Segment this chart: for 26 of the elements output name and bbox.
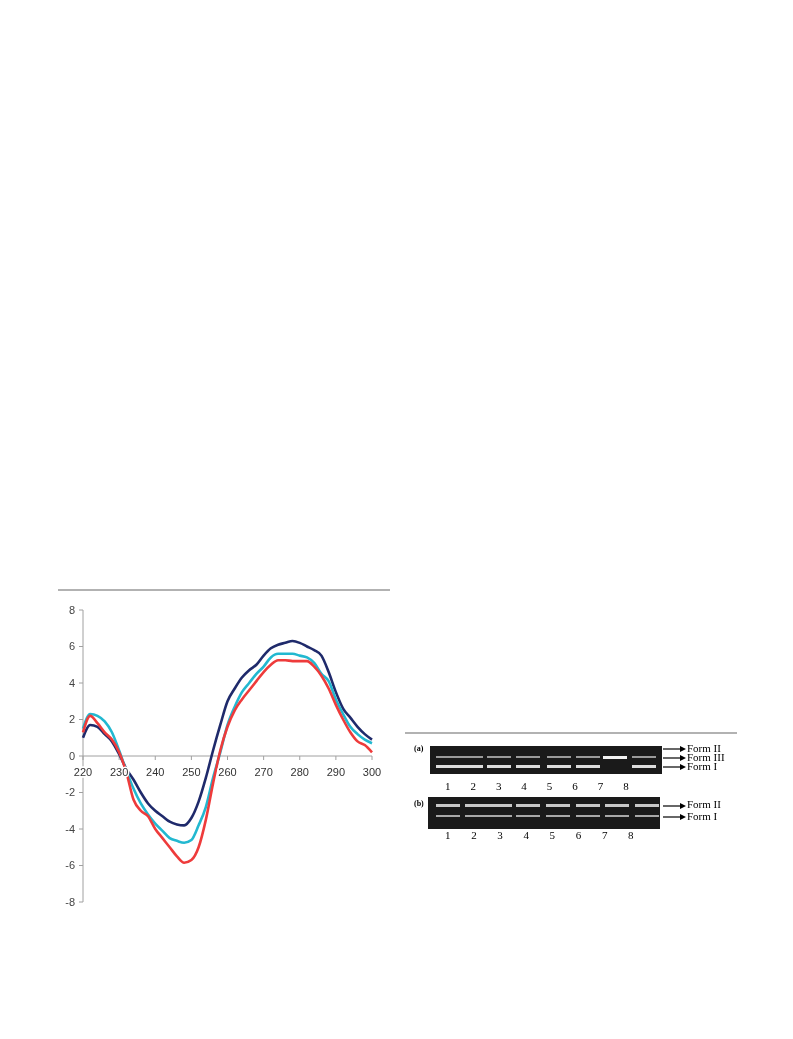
y-tick-label: -4 [65,822,75,835]
text: 1 2 3 4 5 6 7 8 [445,780,630,792]
x-tick-label: 240 [146,766,165,778]
text: Form I [687,810,718,822]
x-tick-label: 250 [182,766,201,778]
text: Form II [687,798,722,810]
y-tick-label: -8 [65,895,75,908]
text: Form III [687,751,725,763]
y-tick-label: 4 [68,676,75,689]
y-tick-label: -6 [65,859,75,872]
y-tick-label: 8 [68,603,75,616]
y-tick-label: 6 [68,640,75,653]
y-tick-label: 2 [68,713,75,726]
text: (b) [414,799,425,808]
x-tick-label: 290 [326,766,346,778]
text: 1 2 3 4 5 6 7 8 [445,829,635,841]
text: (a) [414,744,424,753]
x-tick-label: 280 [290,766,309,778]
x-tick-label: 300 [362,766,382,778]
y-tick-label: -2 [65,786,75,799]
text: Form I [687,760,718,772]
y-tick-label: 0 [68,749,75,762]
text: Form II [687,742,722,754]
x-tick-label: 270 [254,766,273,778]
x-tick-label: 260 [218,766,237,778]
x-tick-label: 220 [73,766,93,778]
